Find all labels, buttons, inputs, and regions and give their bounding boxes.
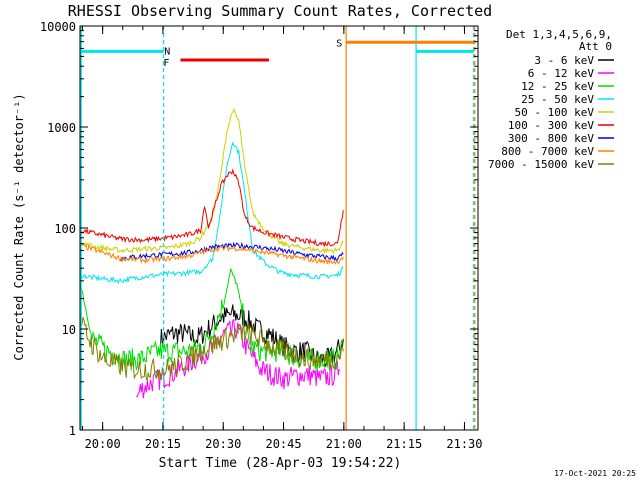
x-tick-label: 20:30	[205, 437, 241, 451]
x-tick-label: 20:00	[85, 437, 121, 451]
series-line-4	[80, 141, 344, 285]
legend-label: 3 - 6 keV	[534, 54, 594, 67]
x-tick-label: 20:45	[265, 437, 301, 451]
y-tick-label: 1000	[47, 121, 76, 135]
x-tick-label: 21:15	[386, 437, 422, 451]
plot-area: NF S	[80, 26, 476, 430]
y-tick-label: 1	[69, 424, 76, 438]
legend-label: 25 - 50 keV	[521, 93, 594, 106]
legend-label: 7000 - 15000 keV	[488, 158, 594, 171]
legend-label: 300 - 800 keV	[508, 132, 594, 145]
axes: 1 10 100 1000 10000 20:00 20:15 20:30 20:45 21:00…	[40, 20, 483, 451]
series-line-8	[80, 243, 344, 265]
y-tick-label: 10	[62, 323, 76, 337]
series-line-9	[80, 312, 344, 382]
legend-label: 12 - 25 keV	[521, 80, 594, 93]
legend-label: 100 - 300 keV	[508, 119, 594, 132]
chart-title: RHESSI Observing Summary Count Rates, Co…	[68, 2, 492, 20]
legend-header: Att 0	[579, 40, 612, 53]
y-tick-label: 10000	[40, 20, 76, 34]
series-line-6	[80, 168, 344, 248]
legend-label: 6 - 12 keV	[528, 67, 595, 80]
legend-label: 800 - 7000 keV	[501, 145, 594, 158]
legend-header: Det 1,3,4,5,6,9,	[506, 28, 612, 41]
series-line-7	[120, 241, 344, 262]
x-tick-label: 21:00	[326, 437, 362, 451]
x-tick-label: 20:15	[145, 437, 181, 451]
y-axis-label: Corrected Count Rate (s⁻¹ detector⁻¹)	[12, 93, 26, 360]
footer-timestamp: 17-Oct-2021 20:25	[554, 469, 636, 478]
y-tick-label: 100	[54, 222, 76, 236]
series-line-3	[80, 267, 343, 372]
flag-annotation-1: N	[164, 47, 170, 58]
series-line-2	[136, 318, 340, 399]
legend-label: 50 - 100 keV	[515, 106, 595, 119]
x-tick-label: 21:30	[446, 437, 482, 451]
series-line-5	[80, 107, 344, 255]
flag-annotation-3: S	[336, 38, 342, 49]
flag-annotation-2: F	[163, 58, 169, 69]
x-axis-label: Start Time (28-Apr-03 19:54:22)	[159, 456, 402, 471]
